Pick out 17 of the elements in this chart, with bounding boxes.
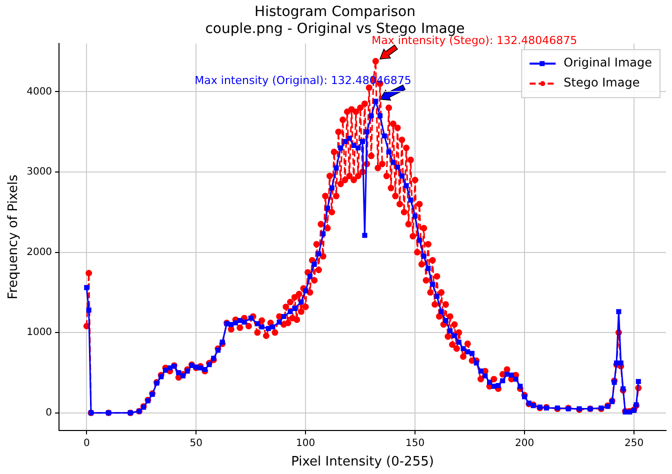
y-tick-label: 2000: [26, 246, 52, 258]
x-tick-label: 200: [515, 438, 534, 449]
y-tick-label: 3000: [26, 166, 52, 178]
legend-label: Stego Image: [564, 76, 640, 90]
y-axis-title: Frequency of Pixels: [6, 174, 22, 300]
x-tick-label: 0: [83, 438, 90, 449]
y-tick-label: 0: [46, 407, 52, 418]
chart-title: Histogram Comparison: [254, 4, 416, 20]
legend-label: Original Image: [564, 56, 652, 70]
x-tick-label: 50: [190, 438, 202, 449]
chart-subtitle: couple.png - Original vs Stego Image: [205, 20, 465, 37]
y-tick-label: 4000: [26, 86, 52, 98]
y-tick-label: 1000: [26, 327, 52, 338]
x-axis-title: Pixel Intensity (0-255): [291, 454, 434, 470]
x-tick-label: 250: [624, 438, 644, 449]
x-tick-label: 150: [406, 438, 425, 449]
x-tick-label: 100: [296, 438, 316, 449]
